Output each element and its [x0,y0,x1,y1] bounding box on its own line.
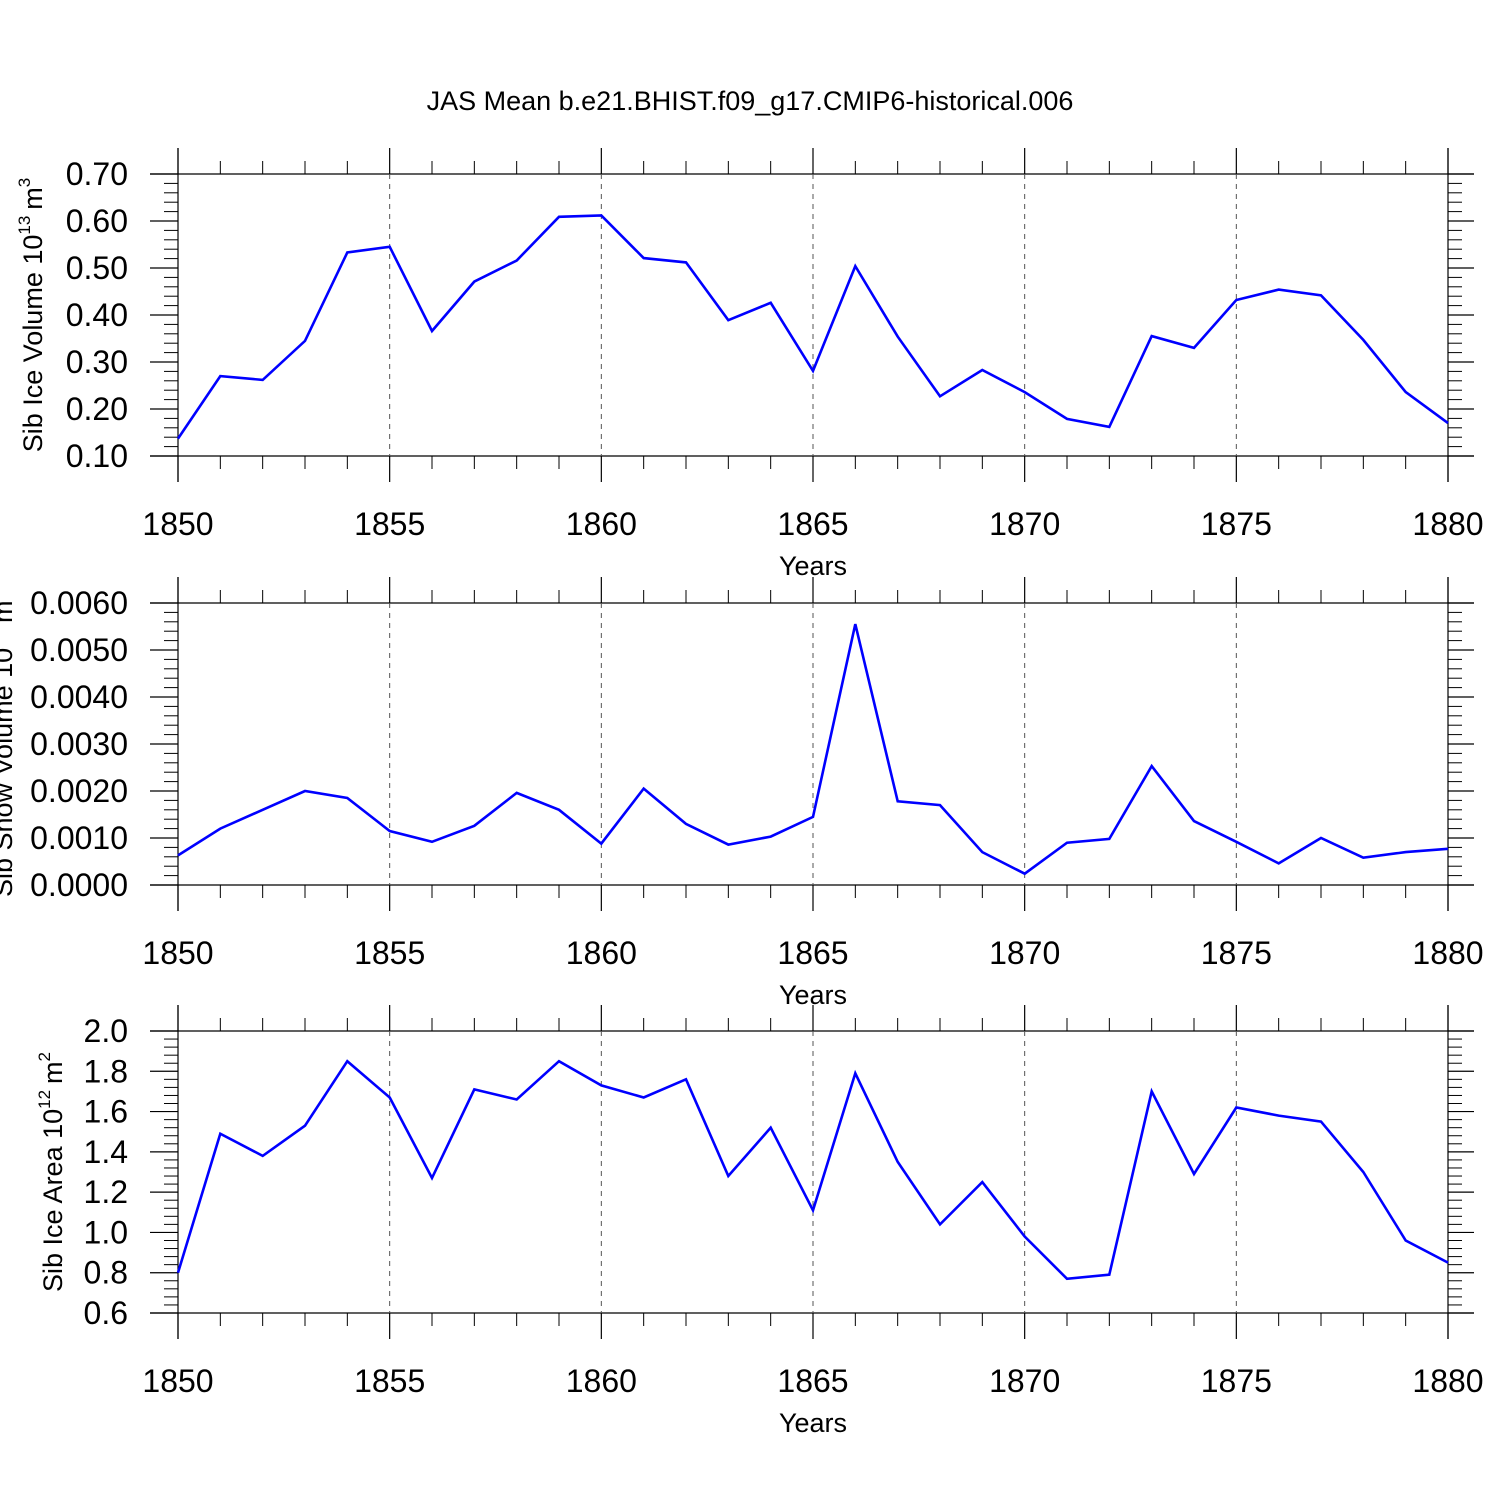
panel-1: 0.10 0.20 0.30 0.40 0.50 0.60 0.70 1850 1855 1860… [15,148,1484,581]
plot-frame [150,1005,1474,1339]
y-tick-label: 0.20 [66,391,128,427]
y-axis-label: Sib Snow Volume 1013m3 [0,591,18,897]
x-tick-label: 1875 [1201,1363,1272,1399]
y-tick-label: 0.70 [66,156,128,192]
x-tick-label: 1860 [566,935,637,971]
x-tick-label: 1850 [142,506,213,542]
y-tick-label: 0.0060 [30,585,128,621]
x-tick-label: 1860 [566,1363,637,1399]
panel-2: 0.0000 0.0010 0.0020 0.0030 0.0040 0.0050 0.00… [0,577,1484,1010]
y-tick-label: 0.0040 [30,679,128,715]
y-tick-label: 0.50 [66,250,128,286]
x-tick-label: 1855 [354,506,425,542]
y-tick-label: 2.0 [84,1013,128,1049]
series-line [177,623,1449,876]
y-tick-label: 0.8 [84,1255,128,1291]
x-tick-label: 1855 [354,1363,425,1399]
y-tick-label: 1.2 [84,1174,128,1210]
x-tick-label: 1880 [1412,935,1483,971]
y-axis-label: Sib Ice Volume 1013m3 [15,178,48,453]
x-axis-label: Years [779,551,847,581]
y-tick-label: 0.30 [66,344,128,380]
y-tick-label: 0.0030 [30,726,128,762]
x-tick-label: 1880 [1412,506,1483,542]
x-tick-label: 1880 [1412,1363,1483,1399]
y-axis-label: Sib Ice Area 1012m2 [35,1052,68,1292]
x-tick-label: 1875 [1201,935,1272,971]
y-tick-label: 0.6 [84,1295,128,1331]
plot-frame [150,148,1474,482]
chart-title: JAS Mean b.e21.BHIST.f09_g17.CMIP6-histo… [427,86,1074,116]
x-tick-label: 1850 [142,935,213,971]
x-tick-label: 1865 [777,1363,848,1399]
x-tick-label: 1875 [1201,506,1272,542]
x-tick-label: 1870 [989,1363,1060,1399]
y-tick-label: 1.6 [84,1094,128,1130]
spacer [0,560,1,561]
y-tick-label: 0.0020 [30,773,128,809]
x-tick-label: 1860 [566,506,637,542]
y-tick-label: 0.0050 [30,632,128,668]
x-tick-label: 1865 [777,506,848,542]
y-tick-label: 1.4 [84,1134,128,1170]
x-axis-label: Years [779,1408,847,1438]
y-tick-label: 0.40 [66,297,128,333]
y-tick-label: 0.10 [66,438,128,474]
y-tick-label: 0.60 [66,203,128,239]
y-tick-label: 1.8 [84,1053,128,1089]
panel-3: 0.6 0.8 1.0 1.2 1.4 1.6 1.8 2.0 1850 1855 1860 1865… [35,1005,1484,1438]
x-tick-label: 1855 [354,935,425,971]
y-tick-label: 1.0 [84,1214,128,1250]
x-tick-label: 1870 [989,506,1060,542]
series-line [176,214,1449,440]
x-tick-label: 1865 [777,935,848,971]
y-tick-label: 0.0000 [30,867,128,903]
x-tick-label: 1870 [989,935,1060,971]
x-tick-label: 1850 [142,1363,213,1399]
y-tick-label: 0.0010 [30,820,128,856]
series-line [176,1059,1449,1281]
